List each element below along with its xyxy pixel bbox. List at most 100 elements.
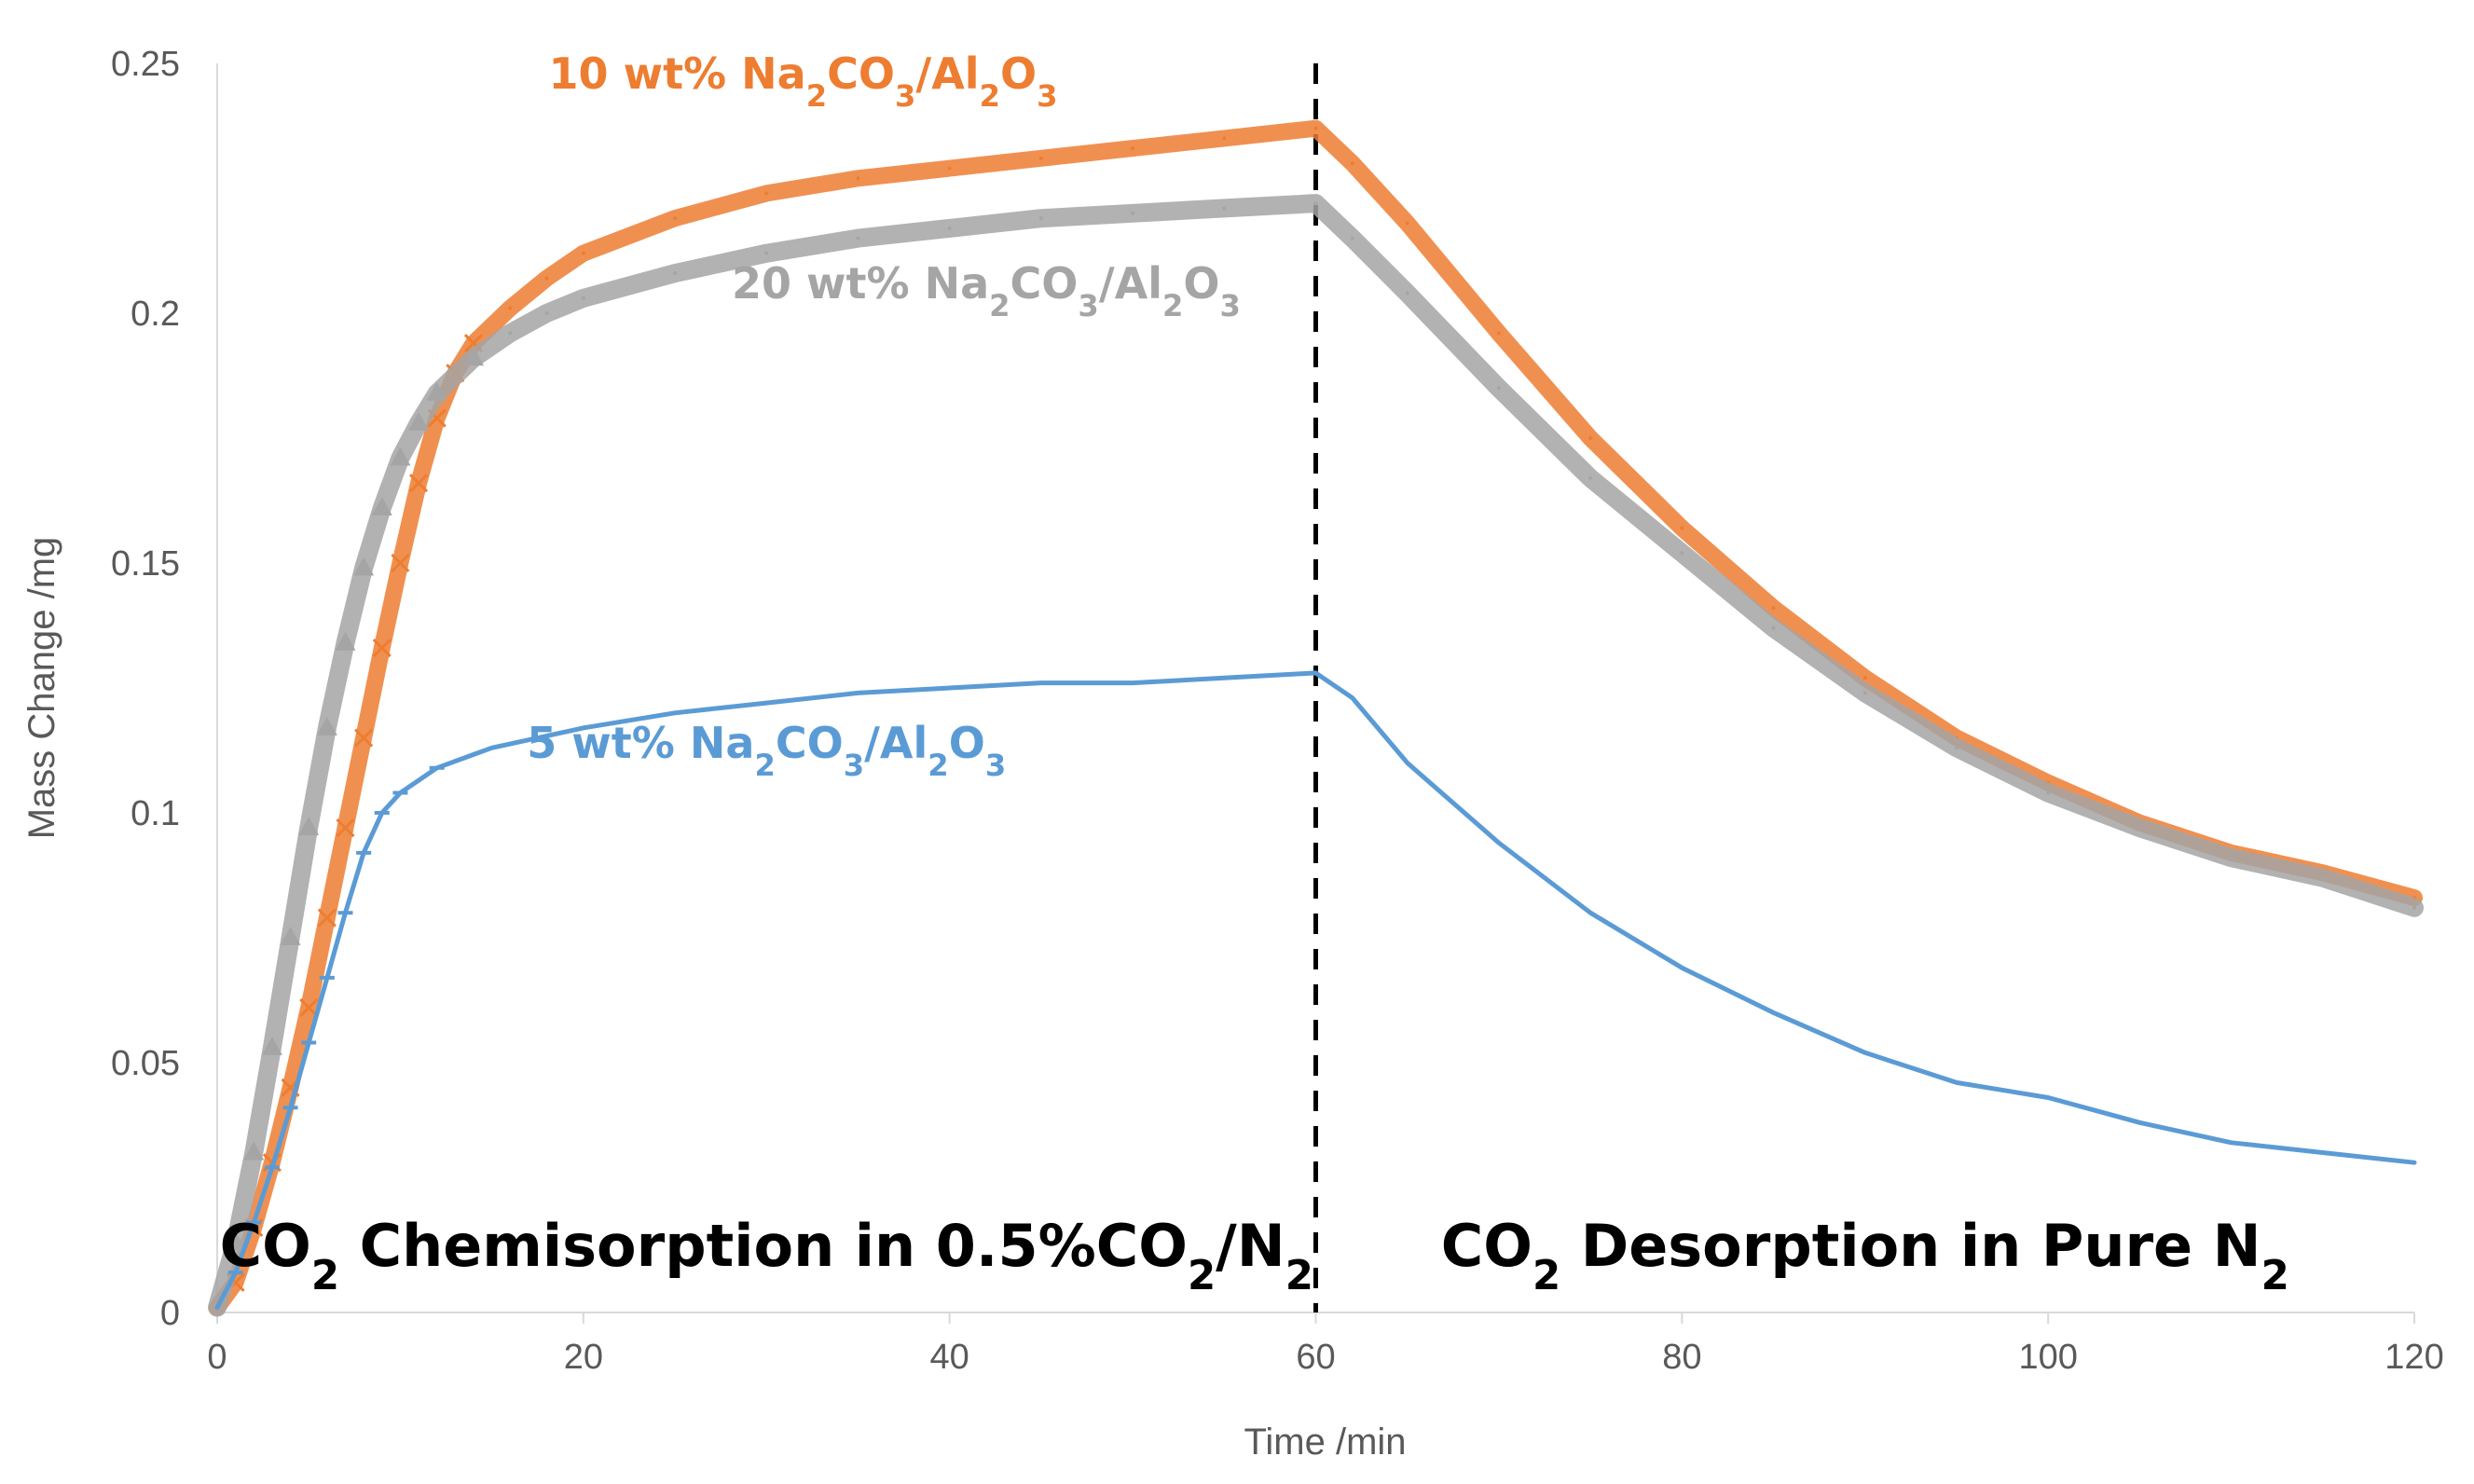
data-point — [1131, 146, 1135, 151]
data-point — [343, 911, 348, 915]
data-point — [856, 691, 860, 695]
y-tick-label: 0.2 — [131, 295, 180, 334]
data-point — [1222, 676, 1227, 680]
data-point — [1350, 236, 1354, 240]
data-point — [1588, 475, 1593, 480]
data-point — [1771, 606, 1776, 611]
data-point — [288, 1085, 293, 1090]
data-point — [1313, 201, 1318, 206]
axes: 0 20 40 60 80 100 120 0 0.05 0.1 0.15 0.2 0.25 Time /… — [21, 45, 2444, 1463]
series-label-1: 10 wt% Na2CO3/Al2O3 — [549, 48, 1058, 114]
data-point — [398, 456, 403, 460]
data-point — [856, 176, 860, 181]
x-tick-label: 20 — [564, 1338, 603, 1377]
data-point — [673, 271, 678, 276]
data-point — [489, 746, 494, 750]
data-point — [233, 1240, 238, 1244]
data-point — [379, 646, 384, 651]
data-point — [269, 1045, 274, 1050]
data-point — [324, 975, 329, 980]
data-point — [307, 826, 311, 831]
data-point — [764, 191, 769, 196]
data-point — [581, 295, 585, 300]
data-point — [288, 936, 293, 940]
x-tick-label: 40 — [930, 1338, 969, 1377]
data-point — [471, 341, 475, 346]
data-point — [856, 236, 860, 240]
series-label-2: 20 wt% Na2CO3/Al2O3 — [732, 258, 1241, 323]
series-3 — [214, 670, 2417, 1311]
data-point — [2320, 1150, 2325, 1155]
data-point — [1862, 676, 1867, 680]
x-tick-label: 120 — [2385, 1338, 2443, 1377]
data-point — [1680, 551, 1684, 556]
data-point — [1405, 291, 1409, 295]
data-point — [233, 1271, 238, 1275]
data-point — [2412, 905, 2416, 910]
data-point — [673, 710, 678, 715]
data-point — [1222, 206, 1227, 211]
data-point — [764, 251, 769, 255]
data-point — [252, 1220, 256, 1225]
y-tick-label: 0.15 — [111, 544, 180, 584]
data-point — [947, 166, 952, 171]
data-point — [307, 1040, 311, 1045]
data-point — [2412, 1161, 2416, 1165]
data-point — [1496, 331, 1501, 336]
data-point — [947, 226, 952, 230]
data-point — [1680, 526, 1684, 530]
data-point — [2320, 875, 2325, 880]
data-point — [1954, 746, 1959, 750]
data-point — [324, 725, 329, 730]
data-point — [343, 640, 348, 645]
data-point — [2137, 826, 2142, 831]
annotation-chemisorption: CO2 Chemisorption in 0.5%CO2/N2 — [220, 1212, 1313, 1299]
data-point — [1313, 670, 1318, 675]
series-layer — [208, 119, 2424, 1317]
data-point — [379, 811, 384, 815]
data-point — [1496, 386, 1501, 391]
data-point — [508, 306, 513, 310]
data-point — [764, 701, 769, 706]
data-point — [1131, 680, 1135, 685]
data-point — [471, 356, 475, 361]
x-tick-label: 80 — [1662, 1338, 1701, 1377]
data-point — [1131, 211, 1135, 215]
data-point — [379, 506, 384, 511]
data-point — [947, 686, 952, 690]
series-label-3: 5 wt% Na2CO3/Al2O3 — [527, 718, 1006, 783]
data-point — [2137, 1120, 2142, 1125]
data-point — [434, 416, 439, 420]
data-point — [1862, 691, 1867, 695]
data-point — [362, 566, 366, 570]
x-tick-label: 60 — [1296, 1338, 1335, 1377]
data-point — [362, 735, 366, 740]
labels-layer: 10 wt% Na2CO3/Al2O3 20 wt% Na2CO3/Al2O3 5 … — [220, 48, 2289, 1299]
data-point — [1405, 761, 1409, 765]
data-point — [1222, 136, 1227, 141]
data-point — [581, 251, 585, 255]
x-tick-label: 0 — [207, 1338, 227, 1377]
data-point — [417, 481, 421, 486]
data-point — [581, 725, 585, 730]
data-point — [324, 915, 329, 920]
x-axis-title: Time /min — [1244, 1422, 1406, 1463]
x-tick-label: 100 — [2018, 1338, 2077, 1377]
data-point — [1862, 1051, 1867, 1055]
data-point — [1771, 625, 1776, 630]
data-point — [434, 765, 439, 770]
series-2 — [208, 194, 2424, 1317]
data-point — [1350, 695, 1354, 700]
data-point — [2229, 1140, 2233, 1145]
data-point — [1588, 911, 1593, 915]
data-point — [673, 216, 678, 221]
data-point — [398, 561, 403, 565]
y-tick-label: 0 — [160, 1294, 180, 1333]
data-point — [2046, 790, 2051, 795]
data-point — [1588, 436, 1593, 440]
data-point — [1680, 966, 1684, 970]
data-point — [362, 850, 366, 855]
data-point — [434, 391, 439, 395]
data-point — [544, 311, 549, 315]
data-point — [398, 790, 403, 795]
